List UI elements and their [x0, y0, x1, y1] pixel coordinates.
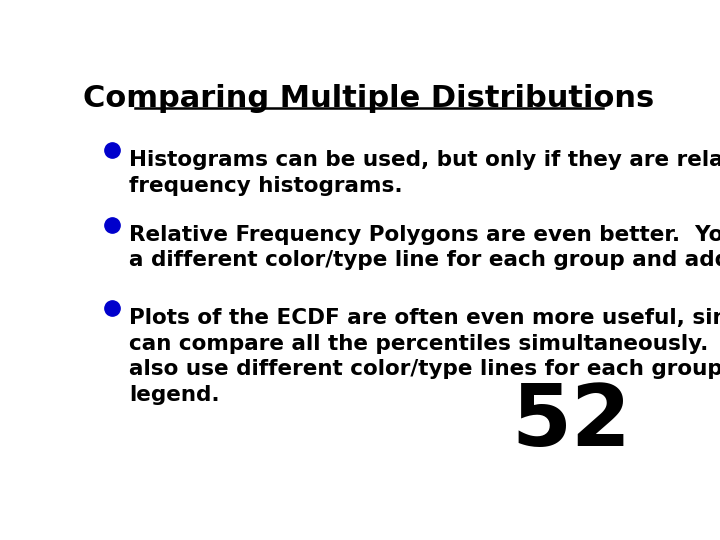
Text: Plots of the ECDF are often even more useful, since they
can compare all the per: Plots of the ECDF are often even more us…	[129, 308, 720, 405]
Text: Relative Frequency Polygons are even better.  You can use
a different color/type: Relative Frequency Polygons are even bet…	[129, 225, 720, 271]
Text: 52: 52	[511, 381, 631, 464]
Text: Comparing Multiple Distributions: Comparing Multiple Distributions	[84, 84, 654, 112]
Text: Histograms can be used, but only if they are relative
frequency histograms.: Histograms can be used, but only if they…	[129, 150, 720, 195]
